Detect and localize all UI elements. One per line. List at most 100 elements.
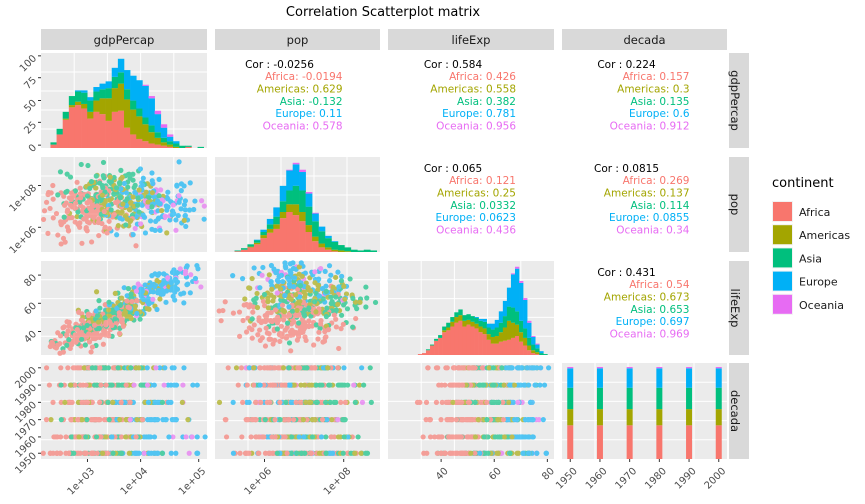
hist-bar bbox=[514, 311, 520, 325]
hist-bar bbox=[292, 164, 300, 186]
scatter-point bbox=[291, 283, 297, 290]
scatter-point bbox=[458, 434, 464, 440]
scatter-point bbox=[41, 208, 48, 214]
hist-bar bbox=[331, 251, 339, 252]
scatter-point bbox=[171, 211, 177, 217]
hist-bar bbox=[510, 322, 516, 338]
strip-top bbox=[388, 29, 554, 50]
hist-bar bbox=[596, 409, 603, 426]
scatter-point bbox=[74, 213, 80, 220]
hist-bar bbox=[286, 212, 293, 252]
scatter-point bbox=[97, 365, 103, 371]
scatter-point bbox=[58, 219, 64, 225]
scatter-point bbox=[515, 399, 521, 405]
scatter-point bbox=[277, 330, 283, 336]
scatter-point bbox=[243, 329, 250, 335]
hist-bar bbox=[81, 103, 88, 109]
scatter-point bbox=[134, 417, 140, 423]
scatter-point bbox=[124, 196, 130, 202]
scatter-point bbox=[63, 434, 69, 440]
scatter-point bbox=[323, 450, 329, 456]
scatter-point bbox=[261, 291, 268, 298]
hist-bar bbox=[337, 250, 345, 252]
scatter-point bbox=[468, 434, 475, 440]
scatter-point bbox=[86, 331, 92, 337]
hist-bar bbox=[130, 109, 137, 135]
legend-label: Asia bbox=[799, 252, 822, 265]
scatter-point bbox=[260, 298, 267, 305]
scatter-point bbox=[331, 312, 337, 318]
scatter-point bbox=[43, 417, 50, 423]
hist-bar bbox=[154, 144, 162, 148]
hist-bar bbox=[446, 322, 451, 328]
hist-bar bbox=[466, 324, 471, 355]
hist-bar bbox=[656, 409, 663, 426]
strip-top bbox=[41, 29, 207, 50]
scatter-point bbox=[307, 288, 314, 294]
scatter-point bbox=[146, 306, 152, 312]
hist-bar bbox=[506, 287, 512, 307]
scatter-point bbox=[275, 314, 281, 320]
hist-bar bbox=[523, 299, 528, 329]
scatter-point bbox=[99, 192, 106, 198]
scatter-point bbox=[110, 450, 116, 456]
scatter-point bbox=[127, 175, 133, 181]
scatter-point bbox=[144, 365, 150, 371]
hist-bar bbox=[442, 332, 447, 355]
scatter-point bbox=[274, 326, 280, 332]
scatter-point bbox=[249, 335, 255, 341]
scatter-point bbox=[282, 293, 288, 299]
corr-group: Africa: 0.426 bbox=[449, 71, 516, 83]
scatter-point bbox=[316, 450, 323, 456]
scatter-point bbox=[472, 365, 478, 371]
scatter-point bbox=[141, 450, 147, 456]
scatter-point bbox=[500, 417, 507, 423]
scatter-point bbox=[136, 365, 142, 371]
scatter-point bbox=[467, 382, 474, 388]
scatter-point bbox=[139, 202, 145, 208]
scatter-point bbox=[301, 295, 308, 301]
scatter-point bbox=[159, 207, 165, 214]
hist-bar bbox=[442, 326, 447, 331]
scatter-point bbox=[332, 274, 339, 281]
scatter-point bbox=[106, 197, 113, 203]
corr-group: Asia: 0.382 bbox=[457, 96, 516, 108]
scatter-point bbox=[173, 417, 179, 423]
scatter-point bbox=[126, 305, 133, 311]
hist-bar bbox=[130, 134, 137, 148]
legend-swatch bbox=[773, 294, 792, 314]
scatter-point bbox=[60, 325, 66, 331]
scatter-point bbox=[459, 382, 466, 388]
hist-bar bbox=[266, 218, 274, 225]
hist-bar bbox=[478, 318, 483, 321]
hist-bar bbox=[279, 212, 287, 219]
scatter-point bbox=[280, 365, 287, 371]
corr-group: Europe: 0.697 bbox=[616, 316, 690, 328]
hist-bar bbox=[626, 368, 633, 388]
scatter-point bbox=[64, 342, 70, 348]
scatter-point bbox=[492, 434, 498, 440]
scatter-point bbox=[308, 313, 314, 319]
scatter-point bbox=[68, 434, 75, 440]
hist-bar bbox=[111, 88, 119, 112]
hist-bar bbox=[502, 300, 508, 317]
corr-overall: Cor : 0.224 bbox=[597, 59, 656, 71]
scatter-point bbox=[368, 399, 374, 405]
hist-bar bbox=[279, 218, 287, 252]
scatter-point bbox=[417, 399, 423, 405]
scatter-point bbox=[507, 382, 513, 388]
scatter-point bbox=[195, 450, 201, 456]
hist-bar bbox=[56, 128, 64, 135]
hist-bar bbox=[142, 124, 149, 142]
scatter-point bbox=[181, 290, 187, 296]
hist-bar bbox=[81, 90, 88, 93]
hist-bar bbox=[62, 119, 70, 148]
hist-bar bbox=[510, 307, 516, 323]
scatter-point bbox=[315, 282, 322, 289]
hist-bar bbox=[117, 83, 125, 111]
hist-bar bbox=[478, 326, 483, 333]
scatter-point bbox=[64, 171, 70, 177]
scatter-point bbox=[187, 290, 193, 296]
hist-bar bbox=[626, 409, 633, 426]
scatter-point bbox=[261, 434, 267, 440]
